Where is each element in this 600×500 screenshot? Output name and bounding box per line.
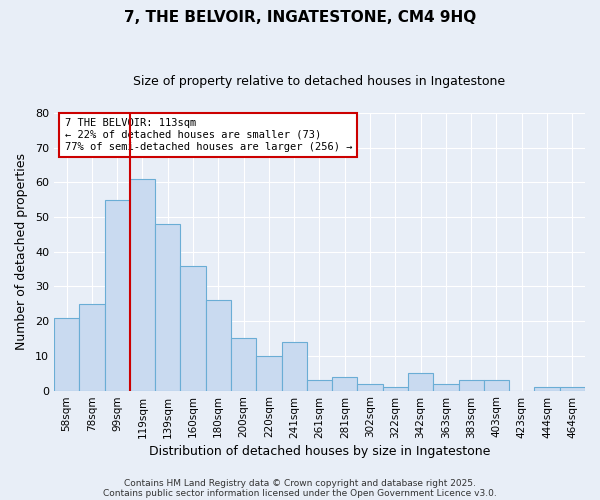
Bar <box>458 380 484 390</box>
Bar <box>206 300 231 390</box>
Text: Contains public sector information licensed under the Open Government Licence v3: Contains public sector information licen… <box>103 488 497 498</box>
Bar <box>130 179 155 390</box>
Bar <box>535 387 560 390</box>
Title: Size of property relative to detached houses in Ingatestone: Size of property relative to detached ho… <box>133 75 506 88</box>
Bar <box>332 376 358 390</box>
Text: Contains HM Land Registry data © Crown copyright and database right 2025.: Contains HM Land Registry data © Crown c… <box>124 478 476 488</box>
Bar <box>231 338 256 390</box>
X-axis label: Distribution of detached houses by size in Ingatestone: Distribution of detached houses by size … <box>149 444 490 458</box>
Bar <box>358 384 383 390</box>
Bar <box>281 342 307 390</box>
Bar <box>79 304 104 390</box>
Bar <box>54 318 79 390</box>
Text: 7 THE BELVOIR: 113sqm
← 22% of detached houses are smaller (73)
77% of semi-deta: 7 THE BELVOIR: 113sqm ← 22% of detached … <box>65 118 352 152</box>
Bar <box>408 373 433 390</box>
Bar <box>383 387 408 390</box>
Bar <box>256 356 281 390</box>
Bar <box>181 266 206 390</box>
Bar <box>104 200 130 390</box>
Bar <box>560 387 585 390</box>
Y-axis label: Number of detached properties: Number of detached properties <box>15 153 28 350</box>
Text: 7, THE BELVOIR, INGATESTONE, CM4 9HQ: 7, THE BELVOIR, INGATESTONE, CM4 9HQ <box>124 10 476 25</box>
Bar <box>484 380 509 390</box>
Bar <box>307 380 332 390</box>
Bar <box>155 224 181 390</box>
Bar <box>433 384 458 390</box>
